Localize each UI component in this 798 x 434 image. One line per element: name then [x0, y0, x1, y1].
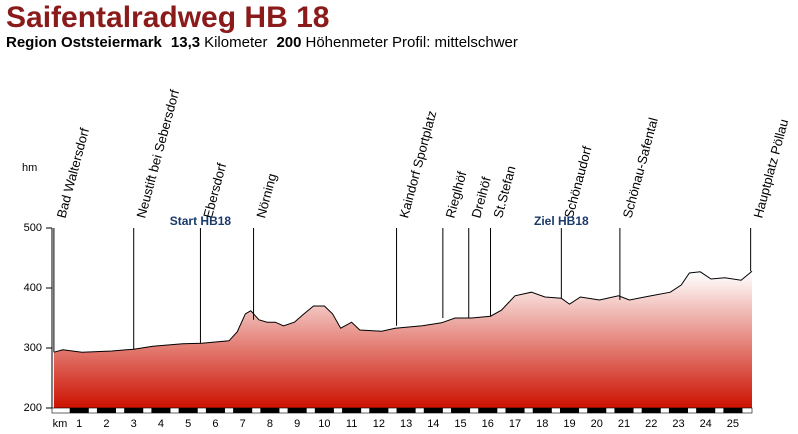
x-tick — [151, 408, 171, 413]
subtitle-part: Region Oststeiermark — [6, 34, 163, 51]
subtitle-part: Kilometer — [204, 34, 267, 51]
x-tick — [587, 408, 607, 413]
x-tick-label: 24 — [700, 418, 712, 430]
annotation: Ziel HB18 — [534, 214, 589, 228]
x-tick — [124, 408, 144, 413]
subtitle: Region Oststeiermark 13,3 Kilometer 200 Höhe… — [6, 34, 518, 51]
x-tick — [369, 408, 389, 413]
x-tick-label: 19 — [563, 418, 575, 430]
annotation: Start HB18 — [170, 214, 232, 228]
x-tick — [396, 408, 416, 413]
area-fill — [53, 271, 752, 408]
x-tick-label: 11 — [346, 418, 357, 430]
x-tick-label: 23 — [672, 418, 684, 430]
waypoint-label: Schönau-Safental — [620, 116, 661, 220]
x-tick-label: 2 — [103, 418, 109, 430]
x-tick — [314, 408, 334, 413]
x-tick-label: 9 — [294, 418, 300, 430]
x-tick — [614, 408, 634, 413]
x-tick — [505, 408, 525, 413]
x-tick — [69, 408, 89, 413]
x-tick — [233, 408, 253, 413]
subtitle-part: Höhenmeter — [305, 34, 388, 51]
y-tick-label: 200 — [24, 402, 42, 414]
x-tick-label: 6 — [212, 418, 218, 430]
y-tick-label: 500 — [24, 222, 42, 234]
subtitle-part: 13,3 — [171, 34, 200, 51]
waypoint-label: Neustift bei Sebersdorf — [133, 88, 182, 220]
x-tick — [260, 408, 280, 413]
x-tick — [668, 408, 688, 413]
x-tick — [205, 408, 225, 413]
waypoint-label: Bad Waltersdorf — [54, 126, 93, 220]
waypoint-label: St.Stefan — [490, 164, 518, 220]
x-tick-label: 3 — [131, 418, 137, 430]
waypoint-label: Hauptplatz Pöllau — [750, 117, 791, 219]
x-tick — [423, 408, 443, 413]
x-tick — [178, 408, 198, 413]
x-tick-label: 10 — [318, 418, 330, 430]
chart-title: Saifentalradweg HB 18 — [6, 1, 329, 34]
x-tick-label: 18 — [536, 418, 548, 430]
x-axis-label: km — [53, 418, 68, 430]
x-tick-label: 17 — [509, 418, 521, 430]
subtitle-part: Profil: mittelschwer — [392, 34, 518, 51]
x-tick-label: 8 — [267, 418, 273, 430]
y-tick-label: 300 — [24, 342, 42, 354]
x-tick — [287, 408, 307, 413]
x-tick — [641, 408, 661, 413]
x-tick-label: 25 — [727, 418, 739, 430]
area-line — [53, 270, 753, 353]
x-tick-label: 15 — [454, 418, 466, 430]
x-tick — [478, 408, 498, 413]
subtitle-part: 200 — [276, 34, 301, 51]
y-axis-label: hm — [22, 162, 37, 174]
x-tick — [532, 408, 552, 413]
waypoint-label: Kaindorf Sportplatz — [396, 109, 439, 220]
x-tick-label: 12 — [373, 418, 385, 430]
x-tick-label: 7 — [240, 418, 246, 430]
x-tick-label: 4 — [158, 418, 164, 430]
x-tick-label: 21 — [618, 418, 630, 430]
waypoint-label: Nörning — [253, 172, 279, 220]
waypoint-label: Ebersdorf — [200, 161, 229, 220]
x-tick — [723, 408, 743, 413]
waypoint-label: Rieglhöf — [443, 169, 470, 219]
x-tick-label: 14 — [427, 418, 439, 430]
x-tick — [342, 408, 362, 413]
x-tick-label: 13 — [400, 418, 412, 430]
x-tick — [451, 408, 471, 413]
x-tick — [559, 408, 580, 413]
y-tick-label: 400 — [24, 282, 42, 294]
x-tick-label: 1 — [76, 418, 82, 430]
x-tick — [696, 408, 716, 413]
waypoint-label: Schönaudorf — [561, 144, 595, 219]
x-tick-label: 16 — [482, 418, 494, 430]
x-tick — [96, 408, 117, 413]
x-tick-label: 20 — [591, 418, 603, 430]
x-tick-label: 22 — [645, 418, 657, 430]
x-tick-label: 5 — [185, 418, 191, 430]
